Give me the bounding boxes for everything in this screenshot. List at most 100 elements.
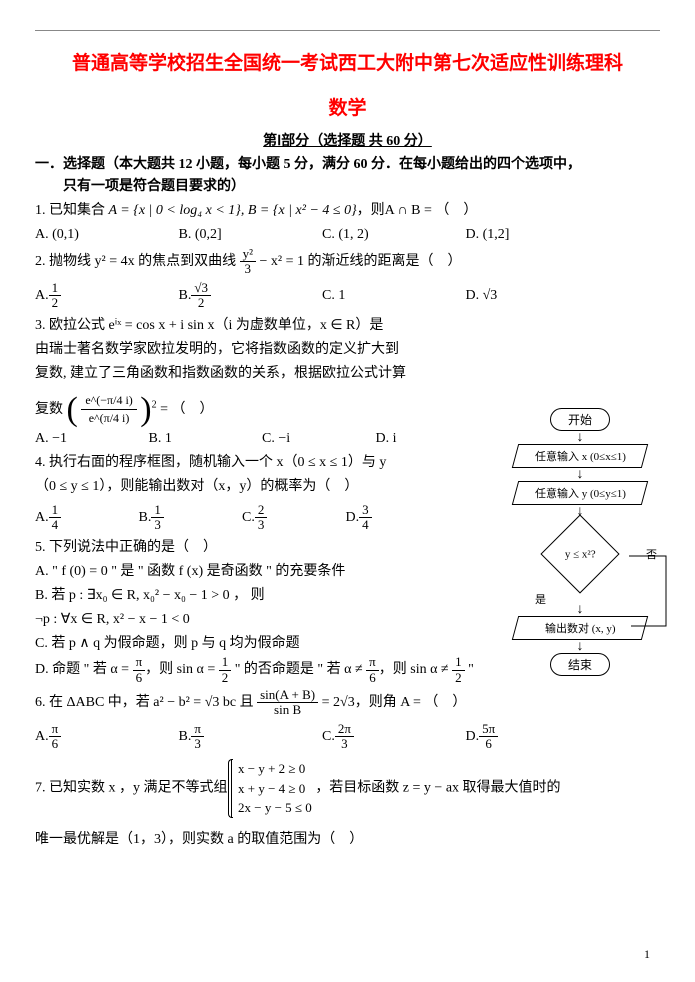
flow-input-x: 任意输入 x (0≤x≤1) — [512, 444, 648, 468]
q6c-l: C. — [322, 729, 335, 745]
q2-b-den: 2 — [191, 296, 211, 310]
flow-end: 结束 — [550, 653, 610, 676]
q3-opt-d: D. i — [376, 431, 456, 447]
q6d-l: D. — [466, 729, 480, 745]
question-3: 3. 欧拉公式 eⁱˣ = cos x + i sin x（i 为虚数单位，x … — [35, 314, 475, 427]
q4-opt-c: C. 23 — [242, 503, 342, 533]
q4-d-n: 3 — [359, 503, 372, 518]
flow-decision: y ≤ x²? — [540, 514, 619, 593]
q5d-d4: 2 — [452, 671, 465, 685]
q7-pre: 7. 已知实数 x ，y 满足不等式组 — [35, 781, 231, 796]
q2-options: A. 12 B. √32 C. 1 D. √3 — [35, 281, 660, 311]
q4-b-d: 3 — [151, 518, 164, 532]
q4-c-label: C. — [242, 510, 255, 526]
q1-options: A. (0,1) B. (0,2] C. (1, 2) D. (1,2] — [35, 227, 660, 243]
question-1: 1. 已知集合 A = {x | 0 < log₄ x < 1}, B = {x… — [35, 199, 660, 223]
q6b-n: π — [191, 722, 204, 737]
q7-cases: x − y + 2 ≥ 0 x + y − 4 ≥ 0 2x − y − 5 ≤… — [231, 759, 312, 818]
q6-post: = 2√3，则角 A = （ ） — [322, 695, 467, 710]
flow-out-text: 输出数对 (x, y) — [545, 620, 616, 636]
exam-subject: 数学 — [35, 93, 660, 120]
question-4: 4. 执行右面的程序框图，随机输入一个 x（0 ≤ x ≤ 1）与 y （0 ≤… — [35, 451, 475, 499]
section-header: 第Ⅰ部分（选择题 共 60 分） — [35, 130, 660, 150]
flow-start: 开始 — [550, 408, 610, 431]
lparen-icon: ( — [67, 396, 78, 423]
q3-opt-a: A. −1 — [35, 431, 145, 447]
q5d-d3: 6 — [366, 671, 379, 685]
flow-in1-text: 任意输入 x (0≤x≤1) — [535, 448, 626, 464]
q1-opt-d: D. (1,2] — [466, 227, 586, 243]
page-number: 1 — [644, 947, 650, 962]
q3-exp: 2 — [152, 399, 157, 410]
q2-post: − x² = 1 的渐近线的距离是（ ） — [260, 254, 462, 269]
q5-d-m3: ，则 sin α ≠ — [379, 662, 452, 677]
q2-opt-a: A. 12 — [35, 281, 175, 311]
q2-frac-num: y² — [240, 247, 256, 262]
q2-a-den: 2 — [49, 296, 62, 310]
q4-a-label: A. — [35, 510, 49, 526]
q5-opt-b-1: B. 若 p : ∃x₀ ∈ R, x₀² − x₀ − 1 > 0 ， 则 — [35, 584, 475, 608]
q6b-l: B. — [179, 729, 192, 745]
q2-b-label: B. — [179, 288, 192, 304]
flow-input-y: 任意输入 y (0≤y≤1) — [512, 481, 648, 505]
q6-fn: sin(A + B) — [257, 688, 318, 703]
q6d-d: 6 — [479, 737, 498, 751]
flow-cond-text: y ≤ x²? — [565, 548, 596, 560]
q5d-n4: 1 — [452, 655, 465, 670]
q5-opt-a: A. " f (0) = 0 " 是 " 函数 f (x) 是奇函数 " 的充要… — [35, 560, 475, 584]
q4-d-label: D. — [346, 510, 360, 526]
q1-expr: A = {x | 0 < log₄ x < 1}, B = {x | x² − … — [109, 203, 357, 218]
flow-label-yes: 是 — [535, 594, 546, 606]
arrow-icon: ↓ — [495, 432, 665, 443]
q6-pre: 6. 在 ΔABC 中，若 a² − b² = √3 bc 且 — [35, 695, 257, 710]
q2-pre: 2. 抛物线 y² = 4x 的焦点到双曲线 — [35, 254, 240, 269]
q6a-d: 6 — [49, 737, 62, 751]
q5d-n2: 1 — [219, 655, 232, 670]
flow-output: 输出数对 (x, y) — [512, 616, 648, 640]
q3-options: A. −1 B. 1 C. −i D. i — [35, 431, 475, 447]
q2-frac: y²3 — [240, 247, 256, 277]
q1-post: ，则A ∩ B = （ ） — [357, 203, 478, 218]
q2-a-num: 1 — [49, 281, 62, 296]
q6d-n: 5π — [479, 722, 498, 737]
q2-a-label: A. — [35, 288, 49, 304]
q3-line4-post: = （ ） — [160, 402, 213, 417]
q2-opt-c: C. 1 — [322, 288, 462, 304]
q3-line2: 由瑞士著名数学家欧拉发明的，它将指数函数的定义扩大到 — [35, 338, 475, 362]
q2-opt-d: D. √3 — [466, 288, 586, 304]
exam-title: 普通高等学校招生全国统一考试西工大附中第七次适应性训练理科 — [35, 49, 660, 79]
q6-opt-c: C. 2π3 — [322, 722, 462, 752]
q2-b-num: √3 — [191, 281, 211, 296]
q7-c3: 2x − y − 5 ≤ 0 — [238, 798, 312, 818]
q3-opt-c: C. −i — [262, 431, 372, 447]
question-2: 2. 抛物线 y² = 4x 的焦点到双曲线 y²3 − x² = 1 的渐近线… — [35, 247, 660, 277]
q4-b-label: B. — [139, 510, 152, 526]
q1-opt-c: C. (1, 2) — [322, 227, 462, 243]
q6c-n: 2π — [335, 722, 354, 737]
q1-opt-a: A. (0,1) — [35, 227, 175, 243]
q5d-d1: 6 — [133, 671, 146, 685]
flow-in2-text: 任意输入 y (0≤y≤1) — [535, 485, 626, 501]
q4-c-d: 3 — [255, 518, 268, 532]
q3-big-den: e^(π/4 i) — [81, 410, 136, 427]
q1-opt-b: B. (0,2] — [179, 227, 319, 243]
q5-d-post: " — [465, 662, 474, 677]
q4-d-d: 4 — [359, 518, 372, 532]
q6-options: A. π6 B. π3 C. 2π3 D. 5π6 — [35, 722, 660, 752]
q2-opt-b: B. √32 — [179, 281, 319, 311]
q5-d-m1: ，则 sin α = — [145, 662, 219, 677]
q5-d-m2: " 的否命题是 " 若 α ≠ — [231, 662, 366, 677]
q4-c-n: 2 — [255, 503, 268, 518]
q6a-l: A. — [35, 729, 49, 745]
q5d-n3: π — [366, 655, 379, 670]
q6-fd: sin B — [257, 703, 318, 717]
q4-a-d: 4 — [49, 518, 62, 532]
q6-opt-d: D. 5π6 — [466, 722, 586, 752]
instructions-line1: 一．选择题（本大题共 12 小题，每小题 5 分，满分 60 分．在每小题给出的… — [35, 154, 660, 175]
question-7: 7. 已知实数 x ，y 满足不等式组 x − y + 2 ≥ 0 x + y … — [35, 759, 660, 851]
q4-a-n: 1 — [49, 503, 62, 518]
arrow-icon: ↓ — [495, 469, 665, 480]
q6-opt-b: B. π3 — [179, 722, 319, 752]
arrow-icon: ↓ — [495, 641, 665, 652]
q3-bigfrac: e^(−π/4 i) e^(π/4 i) — [81, 392, 136, 427]
